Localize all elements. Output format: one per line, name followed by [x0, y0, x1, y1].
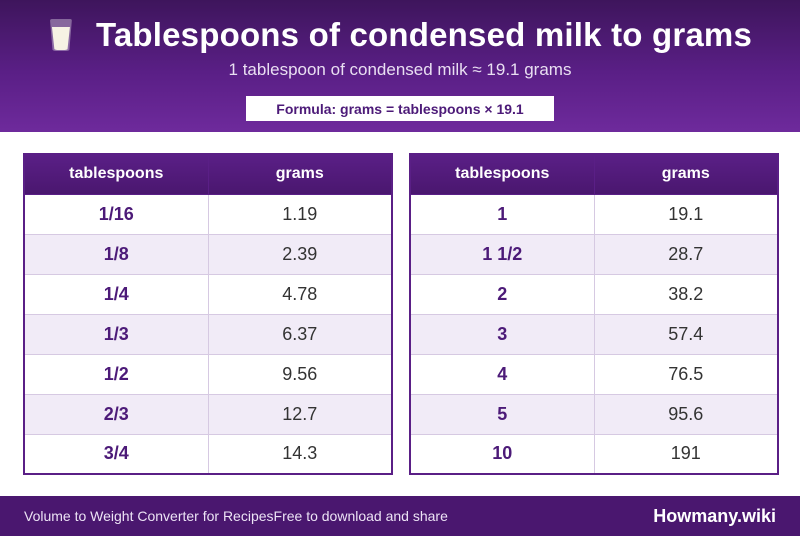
column-header-tablespoons: tablespoons [23, 153, 209, 195]
tablespoons-cell: 1 1/2 [409, 233, 595, 275]
grams-cell: 19.1 [593, 193, 779, 235]
grams-cell: 4.78 [207, 273, 393, 315]
table-row: 1 19.1 [409, 193, 779, 235]
tablespoons-cell: 1/2 [23, 353, 209, 395]
tablespoons-cell: 10 [409, 433, 595, 475]
table-row: 2 38.2 [409, 273, 779, 315]
grams-cell: 38.2 [593, 273, 779, 315]
table-row: 5 95.6 [409, 393, 779, 435]
table-row: 1/16 1.19 [23, 193, 393, 235]
table-row: 1 1/2 28.7 [409, 233, 779, 275]
tablespoons-cell: 2 [409, 273, 595, 315]
tablespoons-cell: 1 [409, 193, 595, 235]
table-row: 4 76.5 [409, 353, 779, 395]
tablespoons-cell: 5 [409, 393, 595, 435]
grams-cell: 95.6 [593, 393, 779, 435]
column-header-tablespoons: tablespoons [409, 153, 595, 195]
grams-cell: 76.5 [593, 353, 779, 395]
table-row: 1/2 9.56 [23, 353, 393, 395]
footer-share-text: Free to download and share [273, 508, 448, 524]
grams-cell: 12.7 [207, 393, 393, 435]
brand-link[interactable]: Howmany.wiki [653, 505, 776, 526]
grams-cell: 191 [593, 433, 779, 475]
table-row: 1/4 4.78 [23, 273, 393, 315]
table-row: 1/3 6.37 [23, 313, 393, 355]
footer-bar: Volume to Weight Converter for Recipes Fr… [0, 496, 800, 536]
tablespoons-cell: 1/4 [23, 273, 209, 315]
grams-cell: 28.7 [593, 233, 779, 275]
milk-glass-icon [48, 17, 74, 53]
table-row: 1/8 2.39 [23, 233, 393, 275]
table-row: 3 57.4 [409, 313, 779, 355]
formula-box: Formula: grams = tablespoons × 19.1 [246, 96, 554, 121]
grams-cell: 6.37 [207, 313, 393, 355]
page-title: Tablespoons of condensed milk to grams [95, 16, 753, 53]
grams-cell: 1.19 [207, 193, 393, 235]
grams-cell: 9.56 [207, 353, 393, 395]
tablespoons-cell: 2/3 [23, 393, 209, 435]
table-row: 2/3 12.7 [23, 393, 393, 435]
grams-cell: 14.3 [207, 433, 393, 475]
tablespoons-cell: 3/4 [23, 433, 209, 475]
tablespoons-cell: 4 [409, 353, 595, 395]
footer-converter-text: Volume to Weight Converter for Recipes [24, 508, 274, 524]
header-banner: Tablespoons of condensed milk to grams 1… [0, 0, 800, 132]
tablespoons-cell: 3 [409, 313, 595, 355]
tablespoons-cell: 1/16 [23, 193, 209, 235]
conversion-table-left: tablespoons grams 1/16 1.19 1/8 2.39 1/4 4.… [23, 153, 393, 475]
grams-cell: 2.39 [207, 233, 393, 275]
table-row: 10 191 [409, 433, 779, 475]
column-header-grams: grams [207, 153, 393, 195]
table-row: 3/4 14.3 [23, 433, 393, 475]
footer-tagline: Volume to Weight Converter for Recipes Fr… [24, 496, 448, 536]
conversion-table-right: tablespoons grams 1 19.1 1 1/2 28.7 2 38.2 … [409, 153, 779, 475]
grams-cell: 57.4 [593, 313, 779, 355]
title-row: Tablespoons of condensed milk to grams [0, 12, 800, 58]
page-subtitle: 1 tablespoon of condensed milk ≈ 19.1 gr… [228, 60, 572, 79]
tablespoons-cell: 1/8 [23, 233, 209, 275]
column-header-grams: grams [593, 153, 779, 195]
tablespoons-cell: 1/3 [23, 313, 209, 355]
